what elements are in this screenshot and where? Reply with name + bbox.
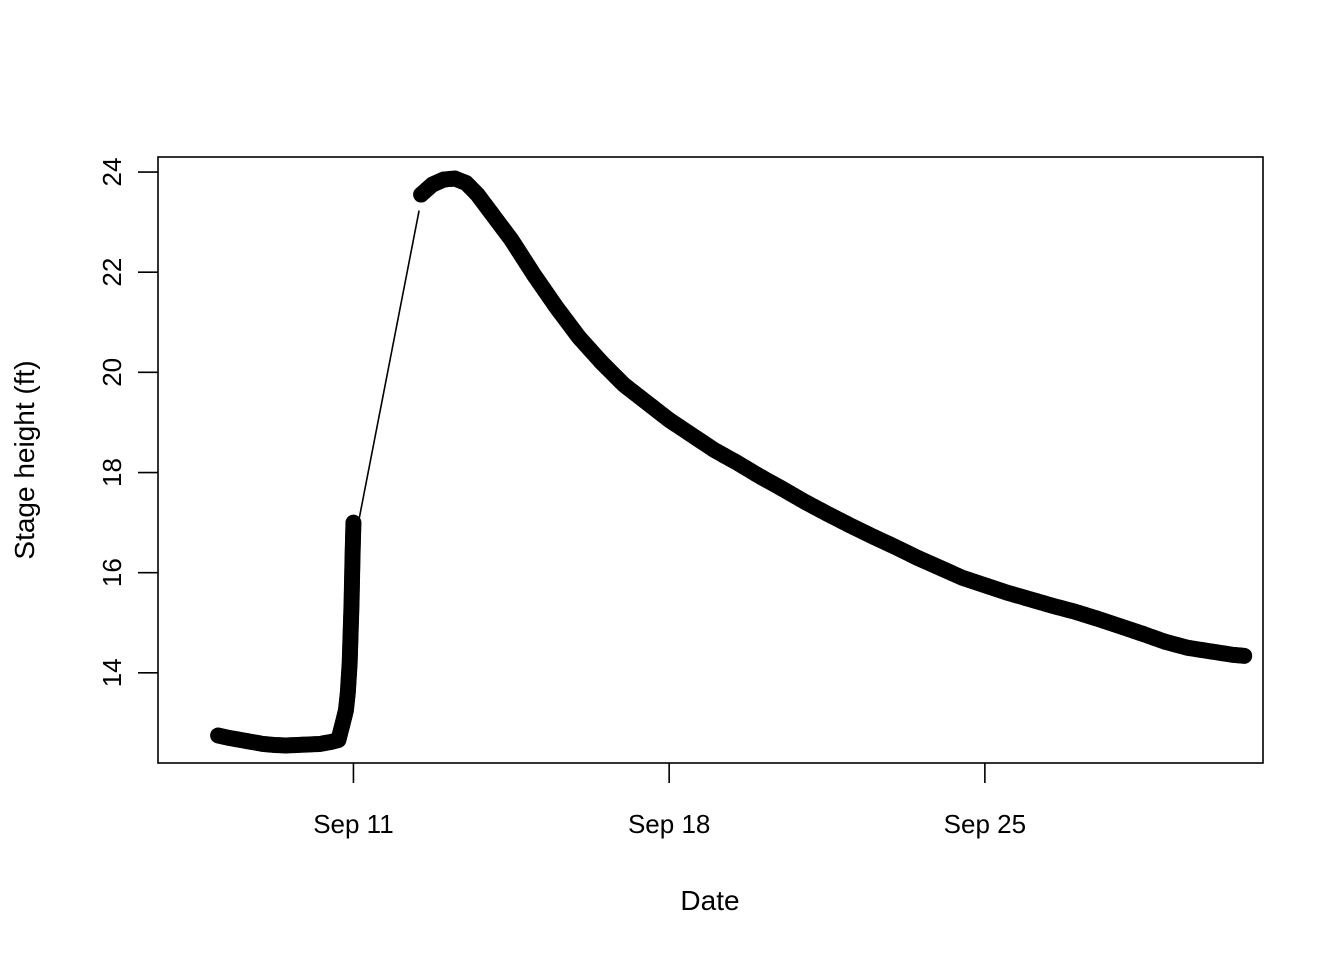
y-tick-label: 18 bbox=[97, 458, 127, 487]
data-point bbox=[1236, 647, 1253, 664]
y-tick-label: 16 bbox=[97, 558, 127, 587]
x-tick-label: Sep 18 bbox=[628, 809, 710, 839]
x-axis-title: Date bbox=[680, 885, 739, 916]
y-axis-title: Stage height (ft) bbox=[9, 360, 40, 559]
data-point bbox=[345, 514, 362, 531]
x-axis: Sep 11 Sep 18 Sep 25 bbox=[313, 763, 1026, 839]
gap-connector bbox=[355, 210, 420, 533]
plot-frame bbox=[157, 156, 1264, 764]
x-tick-label: Sep 25 bbox=[944, 809, 1026, 839]
data-points bbox=[210, 170, 1253, 754]
gap-line bbox=[355, 210, 420, 533]
y-tick-label: 20 bbox=[97, 358, 127, 387]
y-tick-label: 22 bbox=[97, 258, 127, 287]
x-tick-label: Sep 11 bbox=[313, 809, 393, 839]
y-axis: 14 16 18 20 22 24 bbox=[97, 158, 158, 687]
y-tick-label: 14 bbox=[97, 658, 127, 687]
y-tick-label: 24 bbox=[97, 158, 127, 187]
